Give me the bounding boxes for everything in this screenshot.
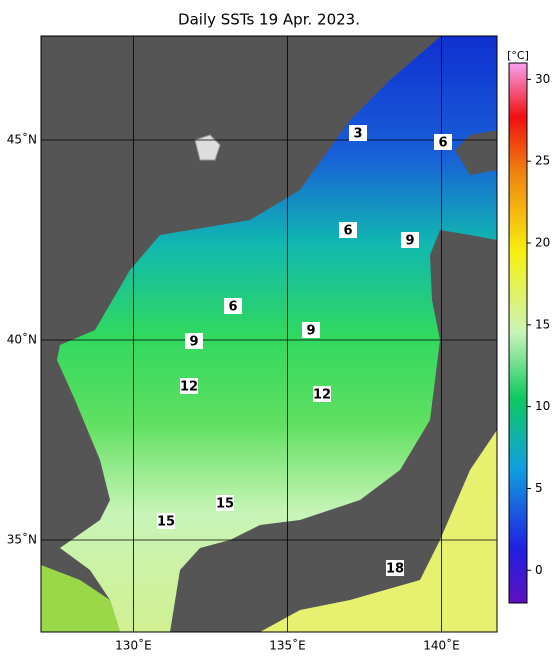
contour-label-box — [401, 232, 419, 248]
contour-label: 15 — [216, 497, 234, 512]
contour-label: 3 — [353, 127, 362, 142]
colorbar-tick-label: 0 — [535, 563, 543, 577]
colorbar-tick-label: 5 — [535, 481, 543, 495]
contour-label-box — [302, 322, 320, 338]
contour-label: 12 — [180, 380, 198, 395]
colorbar-tick-label: 20 — [535, 236, 550, 250]
sea-of-japan — [57, 36, 497, 632]
contour-label-box — [224, 298, 242, 314]
contour-label-box — [216, 495, 234, 511]
contour-label-box — [185, 333, 203, 349]
contour-label: 6 — [438, 136, 447, 151]
colorbar — [508, 62, 528, 604]
y-tick-label: 45˚N — [7, 132, 37, 147]
island — [194, 134, 221, 161]
contour-label-box — [386, 560, 404, 576]
contour-label: 15 — [157, 515, 175, 530]
contour-label: 9 — [405, 234, 414, 249]
y-tick-label: 35˚N — [7, 532, 37, 547]
map-frame — [40, 35, 498, 633]
contour-label-box — [313, 386, 331, 402]
contour-label-box — [180, 378, 198, 394]
colorbar-tick-label: 30 — [535, 72, 550, 86]
x-tick-label: 140˚E — [423, 638, 460, 653]
contour-label: 6 — [343, 224, 352, 239]
pacific — [260, 430, 497, 632]
contour-label: 6 — [228, 300, 237, 315]
colorbar-tick-label: 15 — [535, 317, 550, 331]
korea-strait — [41, 565, 120, 632]
contour-label: 18 — [386, 562, 404, 577]
y-tick-label: 40˚N — [7, 332, 37, 347]
colorbar-unit: [°C] — [507, 49, 529, 62]
colorbar-tick-label: 10 — [535, 399, 550, 413]
map — [41, 36, 497, 632]
contour-label-box — [349, 125, 367, 141]
contour-label: 9 — [189, 335, 198, 350]
title: Daily SSTs 19 Apr. 2023. — [178, 11, 360, 29]
x-tick-label: 135˚E — [269, 638, 306, 653]
contour-label-box — [434, 134, 452, 150]
contour-label-box — [157, 513, 175, 529]
contour-label-box — [339, 222, 357, 238]
colorbar-tick-label: 25 — [535, 154, 550, 168]
contour-label: 9 — [306, 324, 315, 339]
x-tick-label: 130˚E — [115, 638, 152, 653]
contour-label: 12 — [313, 388, 331, 403]
